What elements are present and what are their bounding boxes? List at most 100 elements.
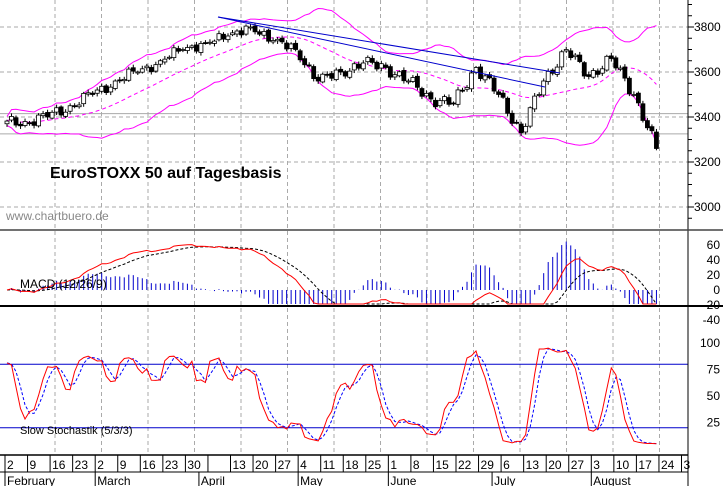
macd-tick-label: 20 [707, 268, 721, 282]
candle [85, 92, 91, 95]
date-tick-label: 6 [503, 458, 510, 472]
macd-panel [6, 241, 657, 305]
date-tick-label: 18 [345, 458, 359, 472]
candle [509, 112, 515, 124]
candle [554, 66, 560, 75]
candle [505, 97, 511, 114]
candle [622, 66, 628, 79]
macd-tick-label: 40 [707, 253, 721, 267]
candle [18, 123, 23, 127]
candle [284, 42, 290, 50]
date-tick-label: 16 [52, 458, 66, 472]
date-tick-label: 11 [323, 458, 336, 472]
candle [559, 51, 565, 68]
date-tick-label: 2 [97, 458, 104, 472]
watermark: www.chartbuero.de [5, 209, 109, 223]
chart-title: EuroSTOXX 50 auf Tagesbasis [50, 165, 282, 182]
candle [306, 64, 312, 67]
candle [333, 69, 339, 81]
price-tick-label: 3400 [694, 110, 721, 124]
date-tick-label: 30 [187, 458, 201, 472]
candle [126, 68, 132, 81]
candle [297, 50, 303, 61]
date-tick-label: 20 [548, 458, 562, 472]
candle [437, 100, 443, 107]
candle [135, 71, 141, 74]
candle [491, 77, 497, 92]
candle [99, 85, 105, 92]
candle [387, 66, 393, 78]
date-tick-label: 15 [435, 458, 449, 472]
candle [415, 75, 420, 88]
candle [532, 95, 538, 110]
candle [121, 78, 127, 82]
date-tick-label: 25 [368, 458, 382, 472]
candle [90, 92, 96, 95]
candle [572, 54, 578, 58]
candle [261, 31, 267, 36]
candle [175, 48, 181, 52]
stochastic-tick-label: 50 [707, 389, 721, 403]
candle [63, 111, 69, 117]
candle [194, 44, 199, 52]
candle [581, 62, 587, 77]
date-tick-label: 10 [616, 458, 630, 472]
candle [617, 67, 623, 70]
candle [72, 105, 78, 108]
date-tick-label: 3 [593, 458, 600, 472]
date-tick-label: 20 [255, 458, 269, 472]
candle [302, 58, 308, 66]
bollinger-upper [6, 7, 657, 117]
candle [27, 122, 32, 125]
candle [166, 56, 172, 59]
macd-tick-label: -20 [703, 298, 721, 312]
candle [324, 73, 330, 76]
date-tick-label: 9 [30, 458, 37, 472]
stochastic-tick-label: 25 [707, 416, 721, 430]
candle [536, 94, 542, 96]
candle [424, 92, 429, 97]
candle [613, 57, 619, 69]
month-label: June [390, 474, 416, 486]
candle [212, 40, 217, 44]
candle [108, 86, 114, 93]
price-tick-label: 3800 [694, 20, 721, 34]
date-tick-label: 3 [684, 458, 691, 472]
candle [496, 91, 501, 95]
candle [257, 31, 262, 35]
candle [654, 131, 659, 149]
candle [198, 43, 204, 53]
bollinger-lower [6, 52, 657, 146]
candle [599, 68, 605, 74]
date-tick-label: 9 [120, 458, 127, 472]
date-tick-label: 17 [638, 458, 652, 472]
macd-tick-label: 60 [707, 238, 721, 252]
candle [378, 63, 384, 69]
candle [608, 55, 614, 59]
candle [216, 33, 222, 41]
candle [360, 62, 366, 70]
candle [568, 50, 574, 59]
candle [81, 93, 87, 105]
candle [315, 76, 321, 82]
candle [590, 70, 596, 78]
candle [230, 32, 235, 36]
candle [342, 71, 348, 77]
macd-tick-label: -40 [703, 313, 721, 327]
candle [153, 64, 159, 72]
stochastic-tick-label: 75 [707, 363, 721, 377]
candle [338, 68, 344, 73]
candle [428, 92, 434, 100]
candle [252, 25, 258, 33]
candle [626, 77, 632, 95]
candle [356, 63, 362, 69]
candle [225, 35, 231, 41]
candle [369, 58, 375, 63]
candle [279, 37, 285, 43]
candle [469, 72, 474, 90]
date-tick-label: 22 [458, 458, 472, 472]
candle [184, 47, 190, 51]
candle [76, 104, 82, 108]
